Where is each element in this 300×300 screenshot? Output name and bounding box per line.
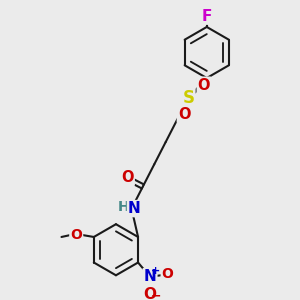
Text: O: O [178,107,190,122]
Text: N: N [128,201,141,216]
Text: O: O [162,267,173,281]
Text: O: O [143,287,157,300]
Text: F: F [202,9,212,24]
Text: O: O [121,170,134,185]
Text: N: N [144,269,156,284]
Text: O: O [198,78,210,93]
Text: −: − [151,289,161,300]
Text: S: S [182,89,194,107]
Text: +: + [151,266,160,276]
Text: H: H [118,200,129,214]
Text: O: O [70,228,82,242]
